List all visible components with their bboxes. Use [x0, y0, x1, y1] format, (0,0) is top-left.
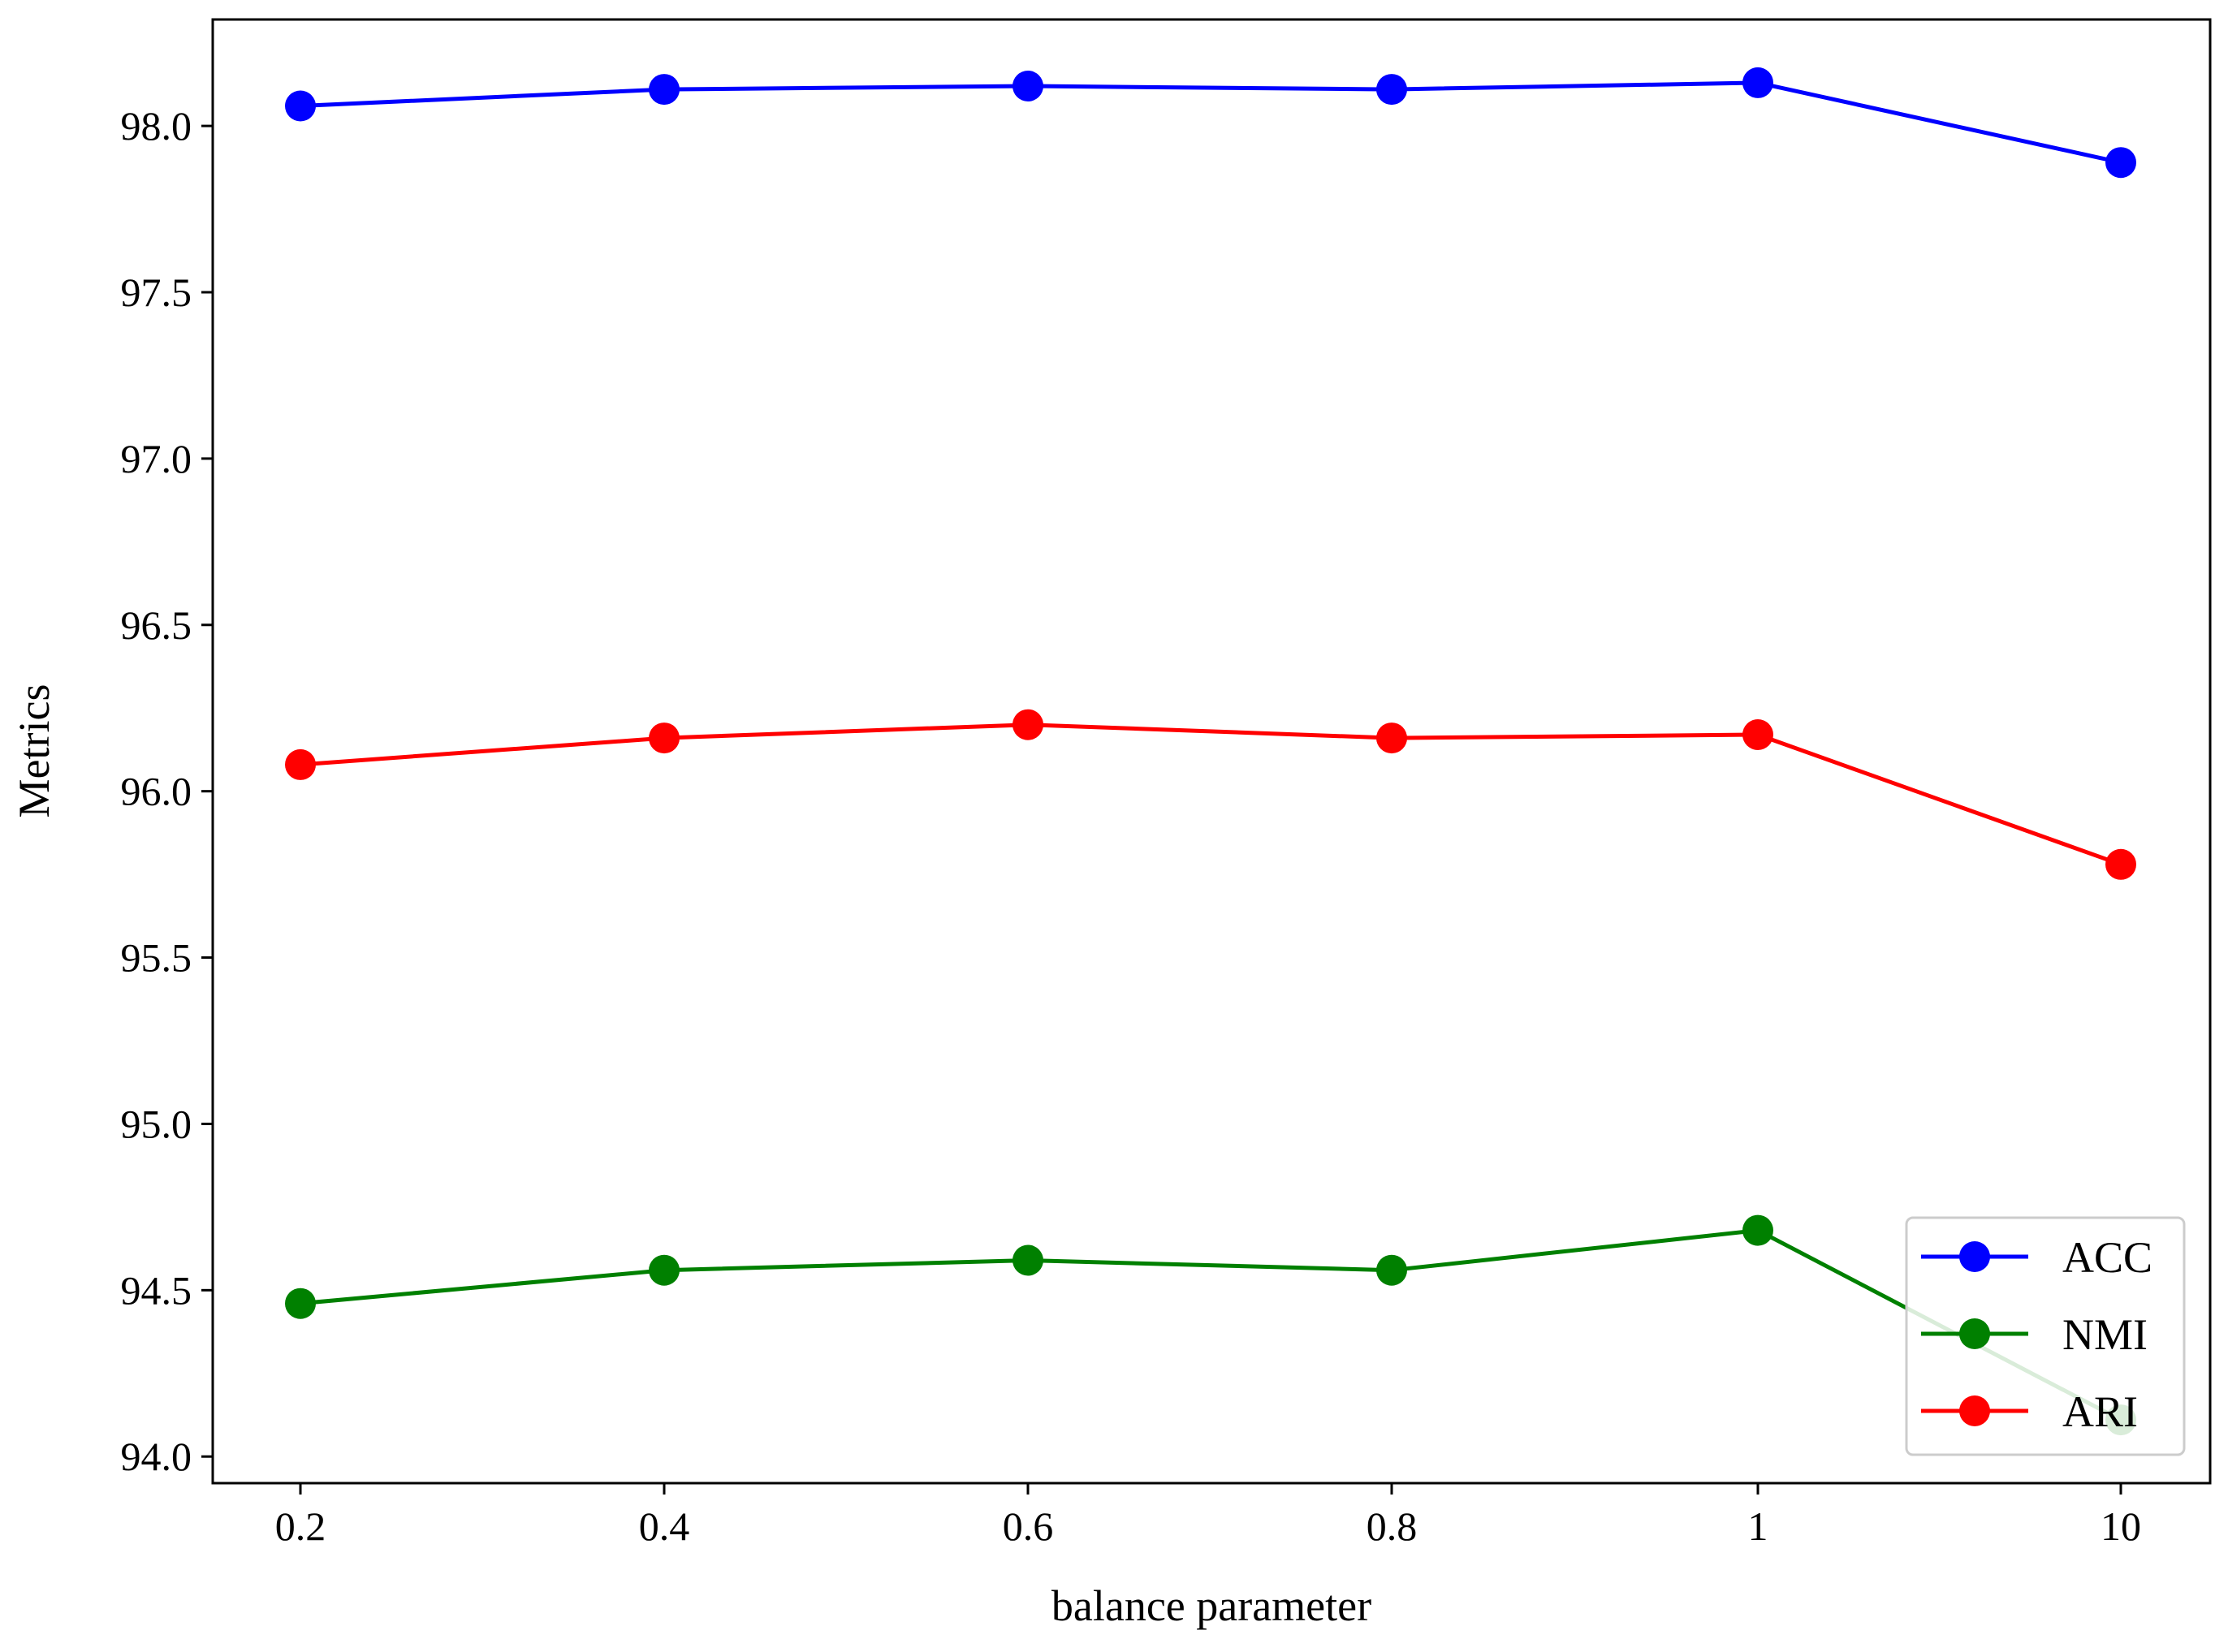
series-line-ari: [300, 722, 2122, 867]
x-tick-label: 0.2: [275, 1503, 326, 1549]
y-tick-label: 95.0: [121, 1101, 192, 1146]
y-axis-title: Metrics: [10, 684, 58, 818]
data-point-acc: [1376, 74, 1407, 106]
x-tick-label: 10: [2101, 1503, 2141, 1549]
legend-marker-ari: [1959, 1395, 1990, 1426]
data-point-acc: [1013, 71, 1043, 101]
data-point-ari: [285, 748, 316, 780]
data-point-acc: [2105, 147, 2136, 179]
data-point-nmi: [1742, 1214, 1773, 1246]
data-point-nmi: [649, 1254, 680, 1286]
x-tick-label: 0.8: [1367, 1503, 1418, 1549]
y-tick-label: 98.0: [121, 103, 192, 149]
data-point-nmi: [1013, 1244, 1043, 1276]
data-point-ari: [1376, 722, 1407, 754]
series-layer: [285, 67, 2136, 1436]
y-tick-label: 94.0: [121, 1434, 192, 1479]
plot-frame: [211, 18, 2212, 1485]
x-tick-label: 0.4: [639, 1503, 690, 1549]
y-tick-label: 96.5: [121, 602, 192, 648]
series-line-acc: [300, 80, 2122, 165]
data-point-ari: [1013, 709, 1043, 740]
data-point-acc: [1742, 67, 1773, 98]
x-tick-label: 1: [1748, 1503, 1768, 1549]
data-point-nmi: [1376, 1254, 1407, 1286]
x-axis-title: balance parameter: [1051, 1581, 1371, 1630]
y-tick-label: 97.5: [121, 270, 192, 315]
y-tick-label: 96.0: [121, 769, 192, 814]
y-tick-label: 94.5: [121, 1267, 192, 1313]
data-point-acc: [649, 74, 680, 106]
data-point-nmi: [285, 1288, 316, 1319]
legend-marker-acc: [1959, 1241, 1990, 1272]
legend-label-acc: ACC: [2062, 1233, 2152, 1282]
data-point-ari: [1742, 719, 1773, 750]
legend: ACC NMI ARI: [1905, 1216, 2186, 1456]
y-tick-label: 97.0: [121, 436, 192, 481]
data-point-ari: [2105, 848, 2136, 880]
legend-marker-nmi: [1959, 1318, 1990, 1349]
legend-box: [1905, 1216, 2186, 1456]
legend-label-nmi: NMI: [2062, 1310, 2148, 1359]
data-point-acc: [285, 90, 316, 122]
x-tick-label: 0.6: [1003, 1503, 1054, 1549]
series-line-nmi: [300, 1228, 2122, 1422]
legend-label-ari: ARI: [2062, 1387, 2138, 1436]
data-point-ari: [649, 722, 680, 754]
axes-layer: 0.2 0.4 0.6 0.8 1 10 94.0 94.5 95.0 95.5 96.0 96.5 9…: [121, 103, 2142, 1549]
y-tick-label: 95.5: [121, 935, 192, 981]
